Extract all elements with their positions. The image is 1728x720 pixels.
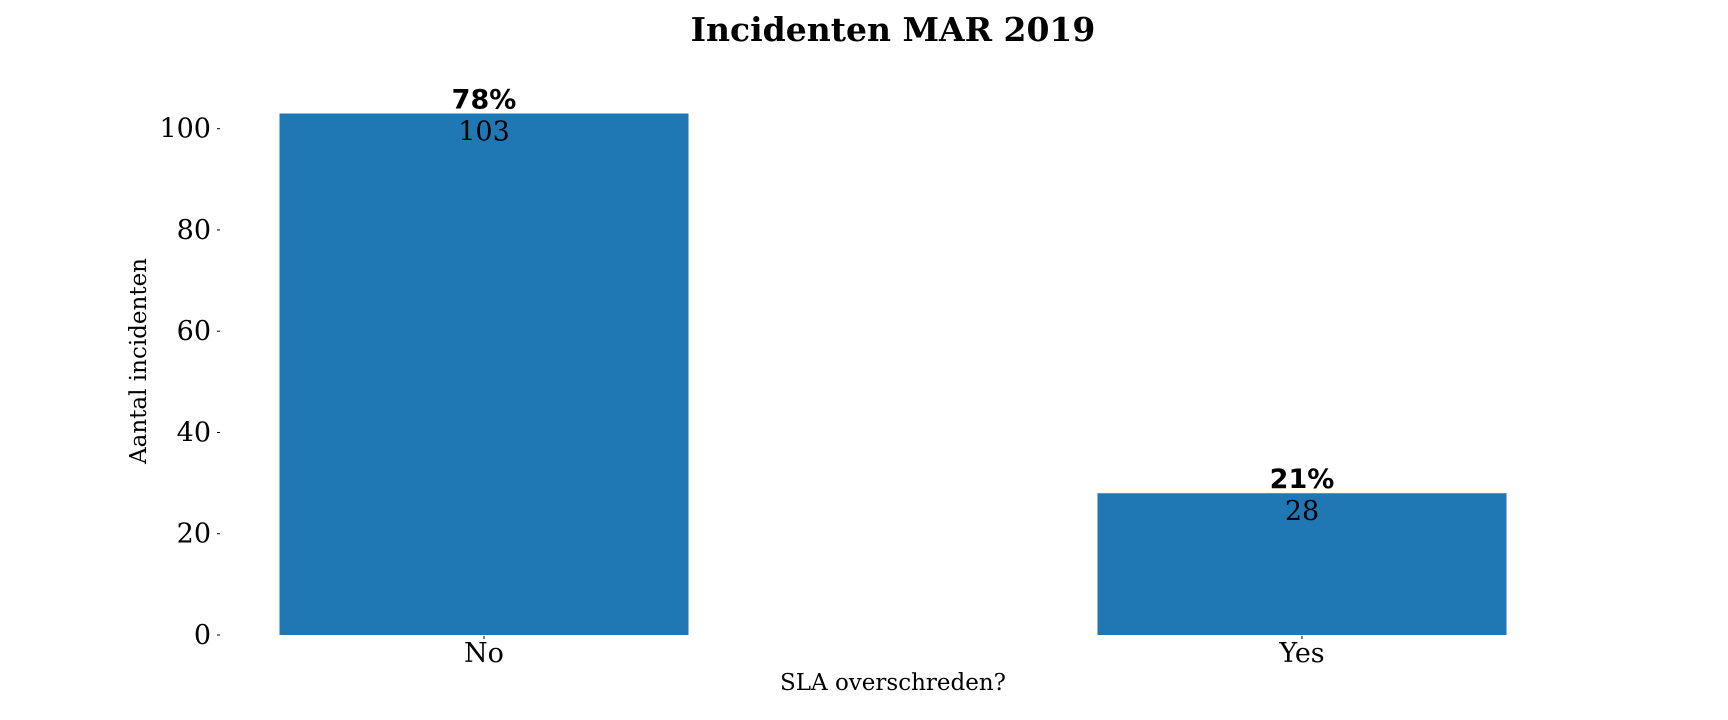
percent-label: 21%	[1270, 464, 1335, 495]
x-axis: No Yes	[464, 636, 1325, 669]
chart-title: Incidenten MAR 2019	[691, 10, 1096, 49]
y-tick-label: 80	[177, 215, 211, 246]
bars-group: 78%103 21%28	[279, 85, 1507, 636]
bar-no	[279, 113, 689, 636]
y-tick-label: 60	[177, 316, 211, 347]
value-label: 28	[1285, 496, 1319, 527]
x-axis-label: SLA overschreden?	[780, 670, 1006, 696]
y-axis-label: Aantal incidenten	[126, 258, 152, 465]
y-tick-label: 20	[177, 519, 211, 550]
y-tick-label: 40	[177, 417, 211, 448]
y-tick-label: 0	[194, 620, 211, 651]
y-axis: 0 20 40 60 80 100	[159, 114, 220, 651]
y-tick-label: 100	[159, 114, 211, 145]
value-label: 103	[458, 117, 510, 148]
x-tick-label: No	[464, 638, 504, 669]
x-tick-label: Yes	[1278, 638, 1324, 669]
percent-label: 78%	[452, 85, 517, 116]
bar-yes	[1097, 493, 1507, 635]
